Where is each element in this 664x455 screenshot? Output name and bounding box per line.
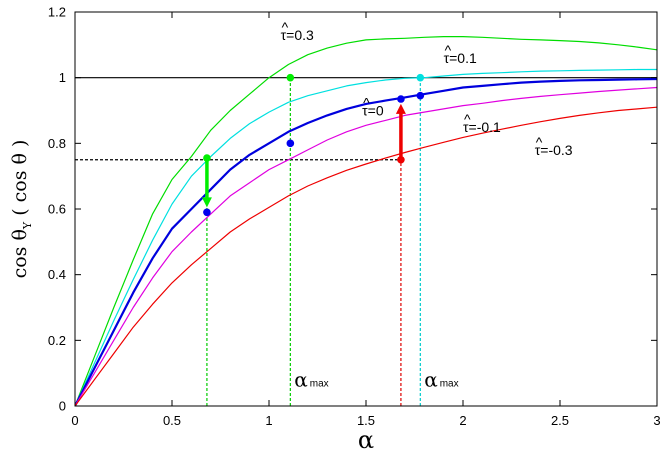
label-tau-p03: τ=0.3 [281, 27, 314, 43]
amax-2: α max [424, 367, 458, 391]
label-tau-p03-hat: ^ [282, 19, 289, 35]
y-axis-title-sub: Y [21, 221, 34, 230]
label-tau-0-hat: ^ [363, 94, 370, 110]
data-point-2 [203, 208, 211, 217]
x-axis-title: α [358, 426, 374, 454]
x-tick-label: 0.5 [163, 413, 181, 428]
series-tau_m03 [75, 106, 657, 406]
data-point-7 [416, 91, 425, 100]
arrows [201, 103, 406, 208]
label-tau-0: τ=0 [362, 102, 384, 118]
label-tau-m03-hat: ^ [536, 134, 543, 150]
green-arrow-head [201, 197, 212, 208]
x-tick-label: 2.5 [551, 413, 569, 428]
y-tick-label: 0.4 [48, 267, 66, 282]
data-point-8 [416, 73, 425, 82]
data-point-5 [397, 155, 405, 164]
y-axis-title-paren: ( cos θ ) [9, 140, 31, 222]
data-point-4 [286, 139, 295, 148]
red-arrow-head [395, 103, 406, 114]
x-tick-label: 1 [265, 413, 272, 428]
green-arrow [201, 161, 212, 208]
series-tau_0 [75, 77, 657, 406]
series-tau_m01 [75, 86, 657, 406]
points [203, 73, 425, 217]
x-tick-label: 2 [459, 413, 466, 428]
y-tick-label: 0 [59, 399, 66, 414]
y-tick-label: 0.8 [48, 136, 66, 151]
label-tau-p01-hat: ^ [445, 42, 452, 58]
amax-1: α max [294, 367, 328, 391]
annotations: τ=0.3^τ=0.1^τ=0^τ=-0.1^τ=-0.3^α max α max [281, 19, 573, 391]
x-tick-label: 1.5 [357, 413, 375, 428]
y-axis-title: cos θY ( cos θ ) [9, 140, 34, 279]
label-tau-m01: τ=-0.1 [463, 119, 501, 135]
red-arrow [395, 103, 406, 157]
svg-text:cos θY ( cos θ ): cos θY ( cos θ ) [9, 140, 34, 279]
x-tick-label: 3 [653, 413, 660, 428]
y-axis-title-main: cos θ [9, 229, 31, 278]
label-tau-m03: τ=-0.3 [535, 142, 573, 158]
y-tick-label: 1 [59, 70, 66, 85]
y-tick-label: 1.2 [48, 5, 66, 20]
data-point-6 [397, 95, 405, 103]
ticks: 0 0.5 1 1.5 2 2.5 3 0 0.2 0.4 0.6 0.8 1 1.2 [48, 5, 661, 429]
label-tau-m01-hat: ^ [464, 111, 471, 127]
x-tick-label: 0 [71, 413, 78, 428]
data-point-3 [286, 73, 295, 82]
series-lines [75, 35, 657, 406]
data-point-1 [203, 154, 211, 162]
label-tau-p01: τ=0.1 [444, 50, 477, 66]
series-tau_p03 [75, 35, 657, 406]
y-tick-label: 0.6 [48, 202, 66, 217]
y-tick-label: 0.2 [48, 333, 66, 348]
series-tau_p01 [75, 68, 657, 406]
